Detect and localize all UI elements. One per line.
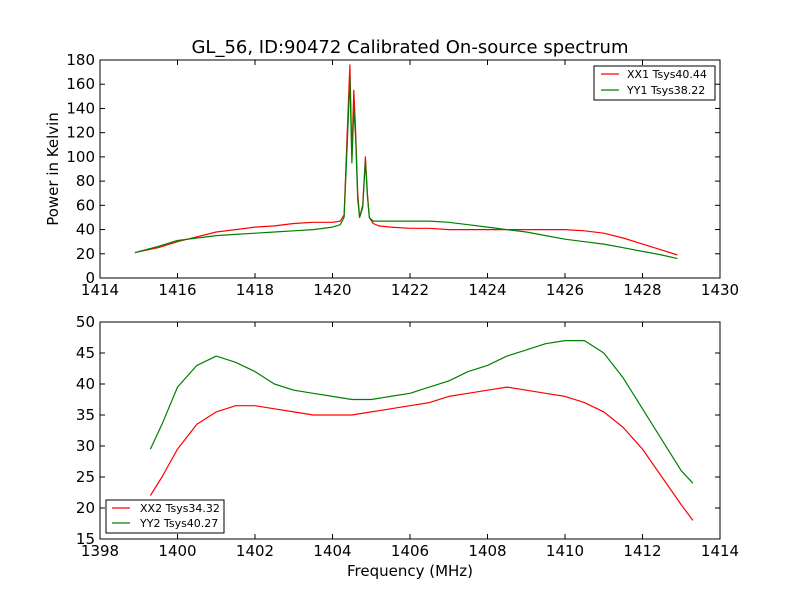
- bottom-x-tick-label: 1406: [391, 542, 429, 560]
- top-series-layer: [134, 64, 678, 260]
- top-y-tick-label: 140: [66, 99, 95, 117]
- top-x-tick-label: 1414: [81, 281, 119, 299]
- top-x-tick-label: 1422: [391, 281, 429, 299]
- bottom-y-tick-label: 40: [76, 375, 95, 393]
- top-y-tick-label: 20: [76, 245, 95, 263]
- top-x-tick-label: 1430: [701, 281, 739, 299]
- legend-label-yy2: YY2 Tsys40.27: [139, 517, 218, 530]
- bottom-x-tick-label: 1402: [236, 542, 274, 560]
- bottom-x-tick-label: 1404: [313, 542, 351, 560]
- bottom-series-line-1: [149, 386, 694, 521]
- top-ticks-layer: 1414 1416 1418 1420 1422 1424 1426 1428 1430 0 20 4…: [66, 51, 739, 299]
- bottom-y-tick-label: 50: [76, 313, 95, 331]
- top-x-tick-label: 1418: [236, 281, 274, 299]
- bottom-y-tick-label: 15: [76, 530, 95, 548]
- top-series-line-2: [134, 77, 678, 260]
- bottom-x-tick-label: 1410: [546, 542, 584, 560]
- top-y-tick-label: 40: [76, 221, 95, 239]
- bottom-y-tick-label: 25: [76, 468, 95, 486]
- top-x-tick-label: 1428: [623, 281, 661, 299]
- top-y-tick-label: 60: [76, 196, 95, 214]
- legend-label-xx1: XX1 Tsys40.44: [627, 68, 707, 81]
- top-x-tick-label: 1424: [468, 281, 506, 299]
- top-y-tick-label: 80: [76, 172, 95, 190]
- bottom-y-tick-label: 35: [76, 406, 95, 424]
- bottom-x-tick-label: 1412: [623, 542, 661, 560]
- top-x-tick-label: 1426: [546, 281, 584, 299]
- top-y-tick-label: 160: [66, 75, 95, 93]
- top-y-tick-label: 0: [85, 269, 95, 287]
- bottom-x-tick-label: 1400: [158, 542, 196, 560]
- bottom-series-line-2: [149, 340, 694, 484]
- top-y-tick-label: 120: [66, 124, 95, 142]
- top-y-tick-label: 180: [66, 51, 95, 69]
- chart-title: GL_56, ID:90472 Calibrated On-source spe…: [191, 37, 628, 58]
- bottom-plot-frame: [99, 321, 721, 540]
- bottom-legend-box: [105, 499, 225, 534]
- legend-label-xx2: XX2 Tsys34.32: [140, 502, 220, 515]
- legend-label-yy1: YY1 Tsys38.22: [626, 84, 705, 97]
- top-plot-frame: [99, 59, 721, 279]
- bottom-x-tick-label: 1408: [468, 542, 506, 560]
- top-y-axis-label: Power in Kelvin: [44, 112, 62, 226]
- bottom-legend: XX2 Tsys34.32 YY2 Tsys40.27: [105, 499, 225, 534]
- bottom-series-layer: [149, 340, 694, 521]
- top-x-tick-label: 1420: [313, 281, 351, 299]
- bottom-panel: 1398 1400 1402 1404 1406 1408 1410 1412 1414 15 20…: [76, 313, 739, 580]
- bottom-ticks-layer: 1398 1400 1402 1404 1406 1408 1410 1412 1414 15 20…: [76, 313, 739, 560]
- bottom-y-tick-label: 20: [76, 499, 95, 517]
- x-axis-label: Frequency (MHz): [347, 562, 473, 580]
- top-legend-box: [593, 65, 716, 101]
- top-legend: XX1 Tsys40.44 YY1 Tsys38.22: [593, 65, 716, 101]
- bottom-y-tick-label: 30: [76, 437, 95, 455]
- bottom-y-tick-label: 45: [76, 344, 95, 362]
- top-y-tick-label: 100: [66, 148, 95, 166]
- top-x-tick-label: 1416: [158, 281, 196, 299]
- top-panel: 1414 1416 1418 1420 1422 1424 1426 1428 1430 0 20 4…: [44, 51, 739, 299]
- bottom-x-tick-label: 1414: [701, 542, 739, 560]
- bottom-x-tick-label: 1398: [81, 542, 119, 560]
